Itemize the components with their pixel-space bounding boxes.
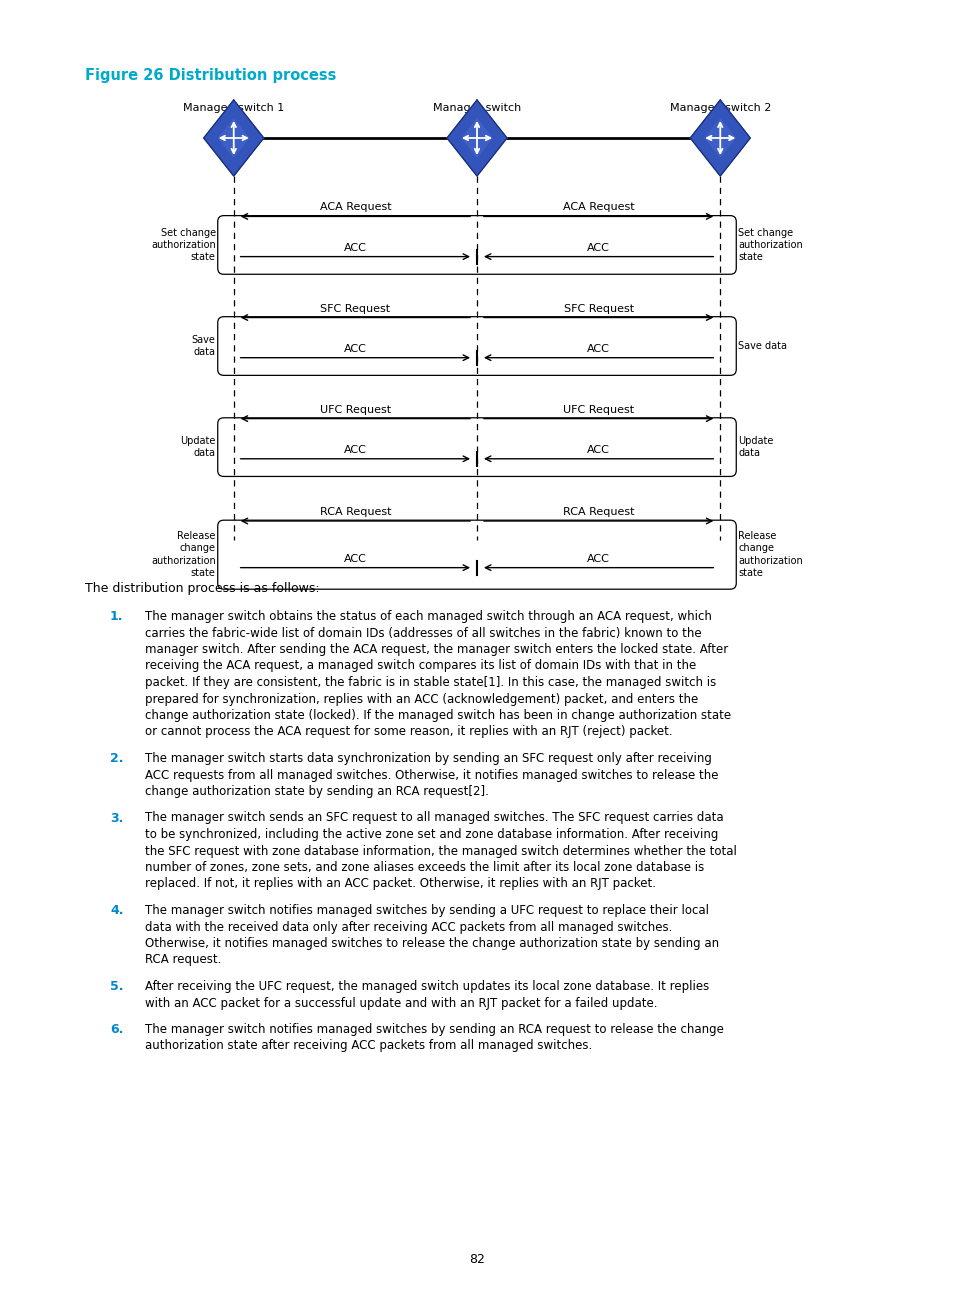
Text: ACC: ACC [344,343,366,354]
Text: number of zones, zone sets, and zone aliases exceeds the limit after its local z: number of zones, zone sets, and zone ali… [145,861,703,874]
Text: ACC requests from all managed switches. Otherwise, it notifies managed switches : ACC requests from all managed switches. … [145,769,718,781]
Text: SFC Request: SFC Request [320,303,390,314]
Text: Managed switch 2: Managed switch 2 [669,102,770,113]
Text: The manager switch notifies managed switches by sending an RCA request to releas: The manager switch notifies managed swit… [145,1023,723,1036]
Text: RCA request.: RCA request. [145,954,221,967]
Text: RCA Request: RCA Request [562,507,634,517]
Text: Manager switch: Manager switch [433,102,520,113]
Text: to be synchronized, including the active zone set and zone database information.: to be synchronized, including the active… [145,828,718,841]
Text: ACC: ACC [587,553,609,564]
Text: 6.: 6. [110,1023,123,1036]
Text: The manager switch notifies managed switches by sending a UFC request to replace: The manager switch notifies managed swit… [145,905,708,918]
Text: 3.: 3. [110,811,123,824]
Text: carries the fabric-wide list of domain IDs (addresses of all switches in the fab: carries the fabric-wide list of domain I… [145,626,700,639]
Text: ACC: ACC [344,242,366,253]
Text: prepared for synchronization, replies with an ACC (acknowledgement) packet, and : prepared for synchronization, replies wi… [145,692,698,705]
Polygon shape [461,119,492,157]
Text: Set change
authorization
state: Set change authorization state [151,228,215,262]
Text: Save
data: Save data [192,334,215,358]
Text: UFC Request: UFC Request [562,404,634,415]
Text: Managed switch 1: Managed switch 1 [183,102,284,113]
Text: Set change
authorization
state: Set change authorization state [738,228,802,262]
Text: The manager switch starts data synchronization by sending an SFC request only af: The manager switch starts data synchroni… [145,752,711,765]
Text: with an ACC packet for a successful update and with an RJT packet for a failed u: with an ACC packet for a successful upda… [145,997,657,1010]
Text: Figure 26 Distribution process: Figure 26 Distribution process [85,67,336,83]
Text: Save data: Save data [738,341,786,351]
Text: Otherwise, it notifies managed switches to release the change authorization stat: Otherwise, it notifies managed switches … [145,937,719,950]
Text: ACA Request: ACA Request [562,202,634,213]
Text: Release
change
authorization
state: Release change authorization state [151,531,215,578]
Polygon shape [218,119,249,157]
Text: Update
data: Update data [180,435,215,459]
Text: receiving the ACA request, a managed switch compares its list of domain IDs with: receiving the ACA request, a managed swi… [145,660,696,673]
Text: UFC Request: UFC Request [319,404,391,415]
Text: ACC: ACC [587,343,609,354]
Polygon shape [447,100,506,176]
Text: ACC: ACC [344,445,366,455]
Text: the SFC request with zone database information, the managed switch determines wh: the SFC request with zone database infor… [145,845,736,858]
Text: ACA Request: ACA Request [319,202,391,213]
Text: ACC: ACC [344,553,366,564]
Text: 1.: 1. [110,610,123,623]
Polygon shape [690,100,749,176]
Text: change authorization state by sending an RCA request[2].: change authorization state by sending an… [145,785,488,798]
Text: 4.: 4. [110,905,123,918]
Text: 2.: 2. [110,752,123,765]
Text: Release
change
authorization
state: Release change authorization state [738,531,802,578]
Text: ACC: ACC [587,445,609,455]
Text: replaced. If not, it replies with an ACC packet. Otherwise, it replies with an R: replaced. If not, it replies with an ACC… [145,877,656,890]
Text: data with the received data only after receiving ACC packets from all managed sw: data with the received data only after r… [145,920,672,933]
Text: Update
data: Update data [738,435,773,459]
Polygon shape [204,100,263,176]
Text: The manager switch obtains the status of each managed switch through an ACA requ: The manager switch obtains the status of… [145,610,711,623]
Text: RCA Request: RCA Request [319,507,391,517]
Text: authorization state after receiving ACC packets from all managed switches.: authorization state after receiving ACC … [145,1039,592,1052]
Text: 82: 82 [469,1253,484,1266]
Text: change authorization state (locked). If the managed switch has been in change au: change authorization state (locked). If … [145,709,730,722]
Polygon shape [704,119,735,157]
Text: After receiving the UFC request, the managed switch updates its local zone datab: After receiving the UFC request, the man… [145,980,708,993]
Text: manager switch. After sending the ACA request, the manager switch enters the loc: manager switch. After sending the ACA re… [145,643,727,656]
Text: The manager switch sends an SFC request to all managed switches. The SFC request: The manager switch sends an SFC request … [145,811,723,824]
Text: SFC Request: SFC Request [563,303,633,314]
Text: or cannot process the ACA request for some reason, it replies with an RJT (rejec: or cannot process the ACA request for so… [145,726,672,739]
Text: 5.: 5. [110,980,123,993]
Text: ACC: ACC [587,242,609,253]
Text: The distribution process is as follows:: The distribution process is as follows: [85,582,319,595]
Text: packet. If they are consistent, the fabric is in stable state[1]. In this case, : packet. If they are consistent, the fabr… [145,677,716,689]
